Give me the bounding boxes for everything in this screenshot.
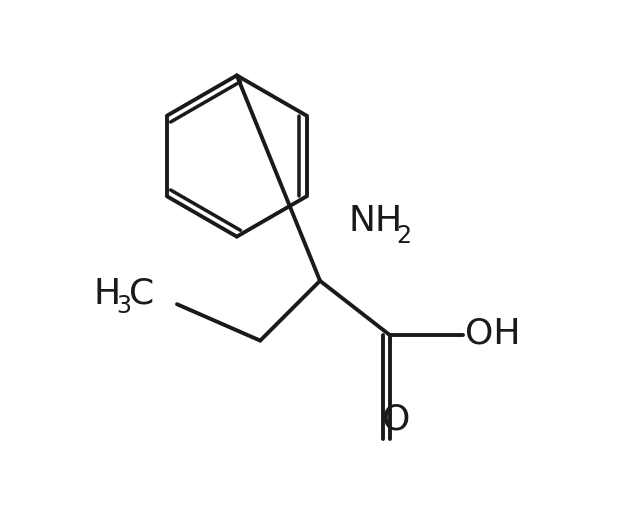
Text: C: C [129,277,154,311]
Text: 3: 3 [116,294,131,318]
Text: NH: NH [349,204,403,238]
Text: OH: OH [465,317,521,351]
Text: O: O [382,403,411,437]
Text: H: H [94,277,121,311]
Text: 2: 2 [396,224,412,248]
